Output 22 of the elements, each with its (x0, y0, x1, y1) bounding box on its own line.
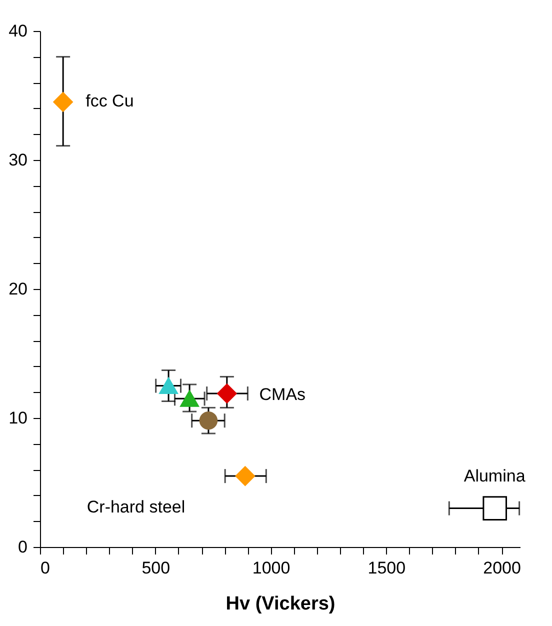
x-tick-label: 1500 (368, 558, 406, 578)
point (53, 92, 73, 112)
point (482, 496, 507, 520)
y-tick-label: 30 (8, 150, 28, 170)
annotation: Alumina (464, 466, 526, 486)
x-tick-label: 500 (142, 558, 170, 578)
x-tick-label: 1000 (252, 558, 290, 578)
point (235, 466, 255, 486)
y-tick-label: 0 (18, 538, 28, 556)
point (180, 390, 199, 407)
y-tick-label: 10 (8, 408, 28, 428)
annotation: Cr-hard steel (86, 497, 186, 516)
point (159, 378, 178, 394)
x-axis-title: Hv (Vickers) (226, 594, 336, 614)
y-tick-label: 20 (8, 280, 28, 298)
point (217, 384, 237, 404)
annotation: fcc Cu (86, 92, 134, 111)
x-tick-label: 2000 (483, 558, 521, 578)
point (199, 411, 218, 430)
x-tick-label: 0 (40, 558, 50, 578)
annotation: CMAs (259, 384, 306, 404)
y-tick-label: 40 (8, 22, 28, 40)
